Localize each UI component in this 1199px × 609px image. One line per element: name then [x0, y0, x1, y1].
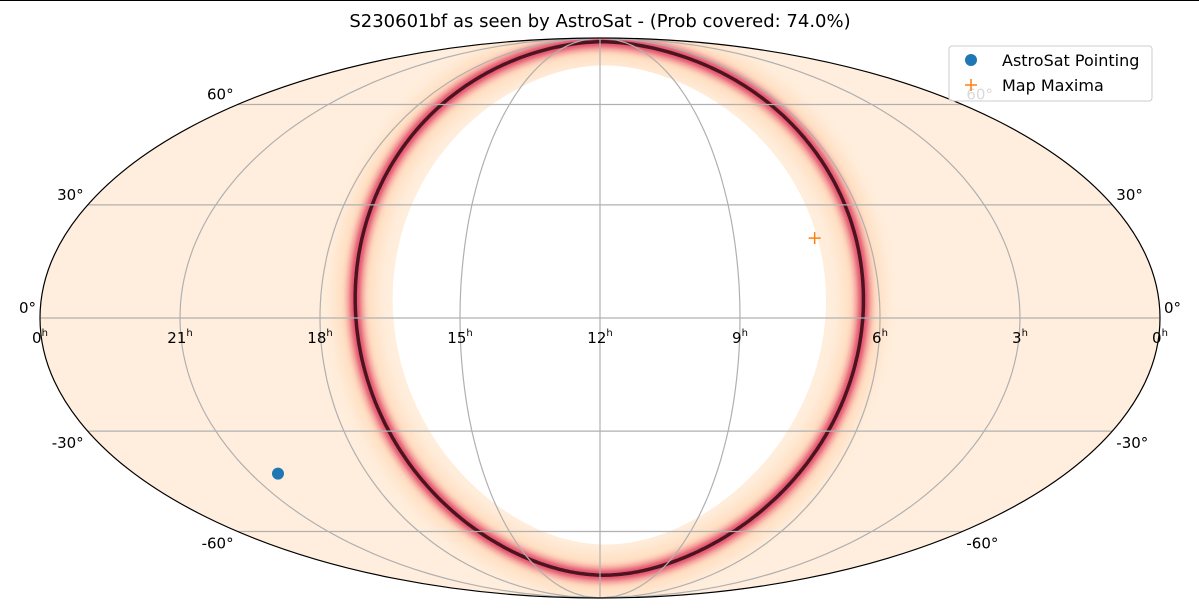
y-tick-label-left: -30° [52, 434, 84, 452]
meridian-line [599, 38, 1021, 598]
x-tick-label: 21h [167, 328, 192, 347]
meridian-line [179, 38, 601, 598]
x-tick-label: 0h [1152, 328, 1168, 347]
occulted-region [392, 65, 826, 545]
astrosat-pointing-marker [272, 467, 284, 480]
legend-map-maxima-label: Map Maxima [1002, 76, 1104, 95]
top-border-line [0, 0, 1199, 1]
meridian-line [459, 38, 601, 598]
grid-lines [40, 38, 1160, 598]
x-tick-label: 18h [307, 328, 332, 347]
x-tick-label: 15h [447, 328, 472, 347]
y-tick-label-left: 0° [19, 299, 36, 317]
meridian-line [599, 38, 741, 598]
legend-box [948, 45, 1153, 102]
legend: AstroSat Pointing Map Maxima [948, 45, 1153, 102]
y-tick-label-right: -30° [1116, 434, 1148, 452]
legend-map-maxima-marker [965, 79, 977, 91]
y-tick-label-right: -60° [966, 535, 998, 553]
y-tick-label-left: 30° [57, 186, 84, 204]
y-tick-label-right: 0° [1164, 299, 1181, 317]
y-tick-label-left: 60° [207, 86, 234, 104]
legend-astrosat-pointing-label: AstroSat Pointing [1002, 51, 1139, 70]
map-maxima-marker [808, 232, 821, 245]
sky-boundary [39, 37, 1161, 599]
x-tick-label: 12h [587, 328, 612, 347]
data-markers [272, 232, 821, 480]
x-tick-labels: 0h 21h 18h 15h 12h 9h 6h 3h 0h [32, 328, 1168, 347]
y-tick-label-right: 30° [1116, 186, 1143, 204]
meridian-line [319, 38, 601, 598]
y-tick-label-left: -60° [202, 535, 234, 553]
meridian-line [599, 38, 881, 598]
legend-astrosat-pointing-marker [965, 54, 977, 66]
chart-title: S230601bf as seen by AstroSat - (Prob co… [349, 11, 850, 32]
